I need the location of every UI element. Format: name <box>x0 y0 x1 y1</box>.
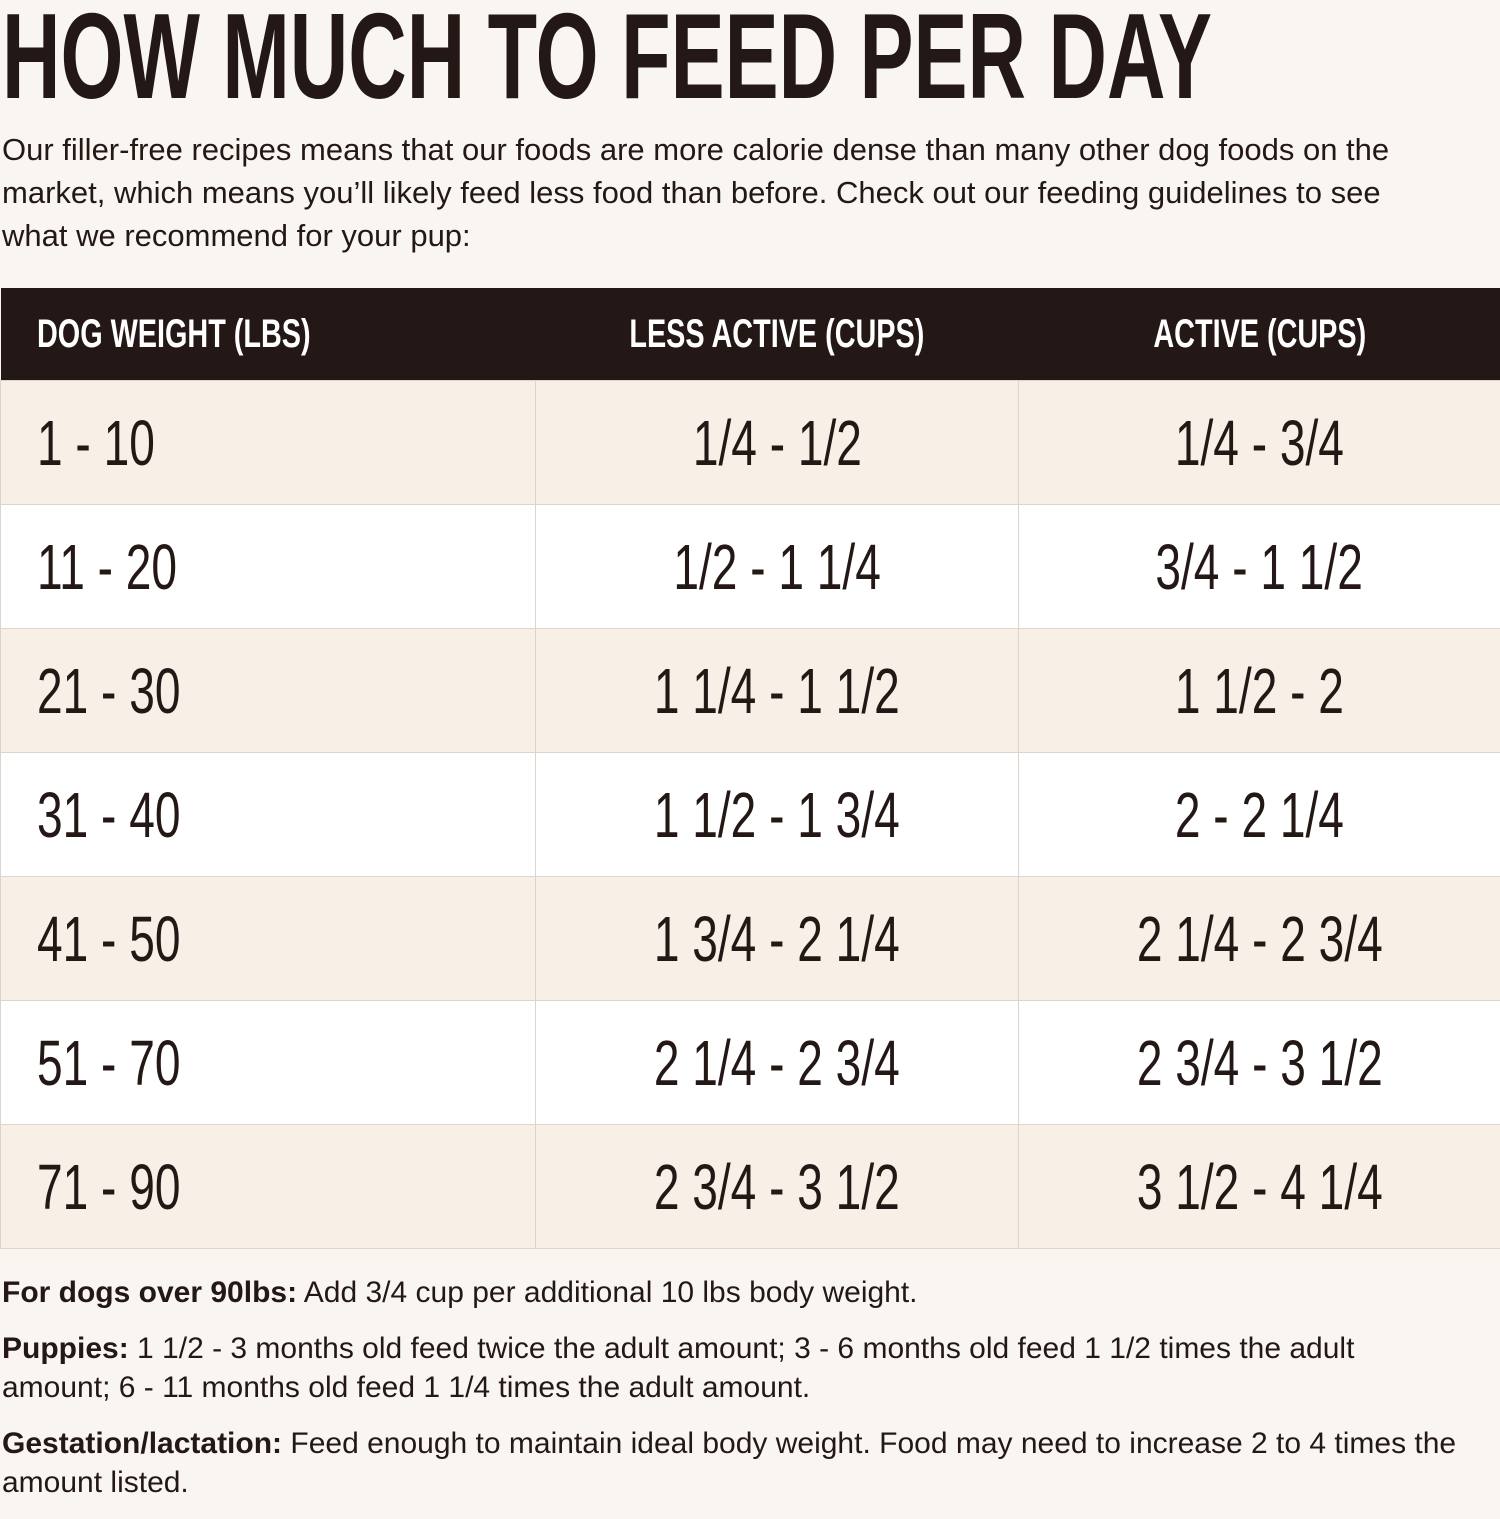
table-cell: 1 3/4 - 2 1/4 <box>536 877 1019 1001</box>
table-row: 41 - 50 1 3/4 - 2 1/4 2 1/4 - 2 3/4 <box>1 877 1500 1001</box>
cell-text: 1 3/4 - 2 1/4 <box>654 902 900 976</box>
cell-text: 1/4 - 1/2 <box>692 406 861 480</box>
table-cell: 3/4 - 1 1/2 <box>1019 505 1500 629</box>
column-header: LESS ACTIVE (CUPS) <box>536 288 1019 381</box>
table-cell: 1/4 - 1/2 <box>536 381 1019 505</box>
table-cell: 41 - 50 <box>1 877 536 1001</box>
cell-text: 3/4 - 1 1/2 <box>1156 530 1363 604</box>
column-header-text: ACTIVE (CUPS) <box>1153 312 1366 357</box>
intro: Our filler-free recipes means that our f… <box>2 128 1442 257</box>
table-cell: 2 3/4 - 3 1/2 <box>536 1125 1019 1249</box>
feeding-table: DOG WEIGHT (LBS) LESS ACTIVE (CUPS) ACTIVE… <box>0 288 1500 1249</box>
table-cell: 71 - 90 <box>1 1125 536 1249</box>
cell-text: 3 1/2 - 4 1/4 <box>1137 1150 1383 1224</box>
table-cell: 21 - 30 <box>1 629 536 753</box>
cell-text: 41 - 50 <box>37 902 180 976</box>
note: Gestation/lactation: Feed enough to main… <box>2 1424 1462 1502</box>
table-cell: 11 - 20 <box>1 505 536 629</box>
table-cell: 1/4 - 3/4 <box>1019 381 1500 505</box>
cell-text: 1 1/2 - 2 <box>1175 654 1344 728</box>
cell-text: 11 - 20 <box>37 530 177 604</box>
note-label: Gestation/lactation: <box>2 1427 282 1460</box>
cell-text: 2 3/4 - 3 1/2 <box>1137 1026 1383 1100</box>
note-label: Puppies: <box>2 1332 129 1365</box>
cell-text: 21 - 30 <box>37 654 180 728</box>
cell-text: 1 - 10 <box>37 406 155 480</box>
table-cell: 1 1/4 - 1 1/2 <box>536 629 1019 753</box>
table-cell: 2 1/4 - 2 3/4 <box>536 1001 1019 1125</box>
note: Puppies: 1 1/2 - 3 months old feed twice… <box>2 1329 1462 1407</box>
table-cell: 1 1/2 - 2 <box>1019 629 1500 753</box>
table-cell: 1 - 10 <box>1 381 536 505</box>
cell-text: 1 1/4 - 1 1/2 <box>654 654 900 728</box>
note-text: Add 3/4 cup per additional 10 lbs body w… <box>304 1276 918 1309</box>
table-cell: 2 1/4 - 2 3/4 <box>1019 877 1500 1001</box>
table-cell: 2 - 2 1/4 <box>1019 753 1500 877</box>
column-header-text: LESS ACTIVE (CUPS) <box>630 312 925 357</box>
column-header: DOG WEIGHT (LBS) <box>1 288 536 381</box>
table-cell: 3 1/2 - 4 1/4 <box>1019 1125 1500 1249</box>
table-row: 11 - 20 1/2 - 1 1/4 3/4 - 1 1/2 <box>1 505 1500 629</box>
title-box: HOW MUCH TO FEED PER DAY <box>0 0 1230 120</box>
column-header-text: DOG WEIGHT (LBS) <box>37 312 311 357</box>
table-row: 51 - 70 2 1/4 - 2 3/4 2 3/4 - 3 1/2 <box>1 1001 1500 1125</box>
table-cell: 2 3/4 - 3 1/2 <box>1019 1001 1500 1125</box>
cell-text: 31 - 40 <box>37 778 180 852</box>
note: For dogs over 90lbs: Add 3/4 cup per add… <box>2 1273 1462 1312</box>
header-row: DOG WEIGHT (LBS) LESS ACTIVE (CUPS) ACTIVE… <box>1 288 1500 381</box>
table-cell: 1/2 - 1 1/4 <box>536 505 1019 629</box>
table-row: 31 - 40 1 1/2 - 1 3/4 2 - 2 1/4 <box>1 753 1500 877</box>
cell-text: 2 3/4 - 3 1/2 <box>654 1150 900 1224</box>
title: HOW MUCH TO FEED PER DAY <box>2 0 1212 120</box>
cell-text: 1 1/2 - 1 3/4 <box>654 778 900 852</box>
cell-text: 1/4 - 3/4 <box>1175 406 1344 480</box>
cell-text: 2 - 2 1/4 <box>1175 778 1344 852</box>
cell-text: 1/2 - 1 1/4 <box>673 530 880 604</box>
cell-text: 2 1/4 - 2 3/4 <box>654 1026 900 1100</box>
table-cell: 31 - 40 <box>1 753 536 877</box>
column-header: ACTIVE (CUPS) <box>1019 288 1500 381</box>
table-cell: 1 1/2 - 1 3/4 <box>536 753 1019 877</box>
table-row: 21 - 30 1 1/4 - 1 1/2 1 1/2 - 2 <box>1 629 1500 753</box>
cell-text: 71 - 90 <box>37 1150 180 1224</box>
note-label: For dogs over 90lbs: <box>2 1276 297 1309</box>
note-text: 1 1/2 - 3 months old feed twice the adul… <box>2 1332 1354 1404</box>
table-row: 71 - 90 2 3/4 - 3 1/2 3 1/2 - 4 1/4 <box>1 1125 1500 1249</box>
table-cell: 51 - 70 <box>1 1001 536 1125</box>
cell-text: 2 1/4 - 2 3/4 <box>1137 902 1383 976</box>
cell-text: 51 - 70 <box>37 1026 180 1100</box>
notes: For dogs over 90lbs: Add 3/4 cup per add… <box>2 1273 1462 1519</box>
table-row: 1 - 10 1/4 - 1/2 1/4 - 3/4 <box>1 381 1500 505</box>
